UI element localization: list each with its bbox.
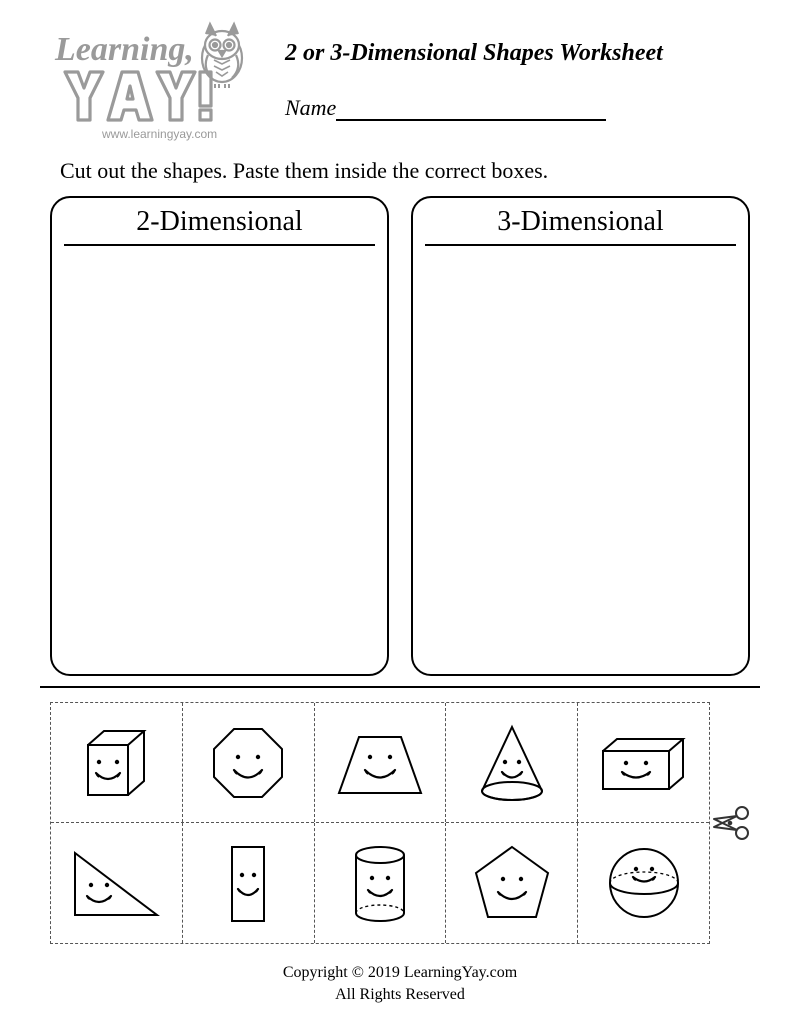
box-2d: 2-Dimensional <box>50 196 389 676</box>
shape-cube <box>51 703 183 822</box>
shape-rectangular-prism <box>578 703 709 822</box>
copyright-line1: Copyright © 2019 LearningYay.com <box>50 962 750 984</box>
shape-octagon <box>183 703 315 822</box>
sort-boxes: 2-Dimensional 3-Dimensional <box>50 196 750 676</box>
box-3d-label: 3-Dimensional <box>425 198 736 246</box>
header: Learning, www.learningyay.com 2 or 3-Dim… <box>50 20 750 150</box>
box-3d: 3-Dimensional <box>411 196 750 676</box>
logo-line1: Learning, <box>54 31 194 68</box>
logo-url: www.learningyay.com <box>101 127 217 141</box>
shape-cylinder <box>315 823 447 943</box>
shape-trapezoid <box>315 703 447 822</box>
copyright-line2: All Rights Reserved <box>50 984 750 1006</box>
divider <box>40 686 760 688</box>
shape-pentagon <box>446 823 578 943</box>
scissors-icon <box>710 801 754 845</box>
shape-cone <box>446 703 578 822</box>
box-2d-label: 2-Dimensional <box>64 198 375 246</box>
footer: Copyright © 2019 LearningYay.com All Rig… <box>50 962 750 1007</box>
instructions-text: Cut out the shapes. Paste them inside th… <box>60 158 750 184</box>
shape-rectangle <box>183 823 315 943</box>
shape-sphere <box>578 823 709 943</box>
name-field[interactable]: Name <box>285 95 750 121</box>
cutout-grid <box>50 702 710 944</box>
name-label: Name <box>285 95 336 120</box>
worksheet-title: 2 or 3-Dimensional Shapes Worksheet <box>285 40 750 67</box>
shape-triangle <box>51 823 183 943</box>
logo: Learning, www.learningyay.com <box>50 20 260 150</box>
